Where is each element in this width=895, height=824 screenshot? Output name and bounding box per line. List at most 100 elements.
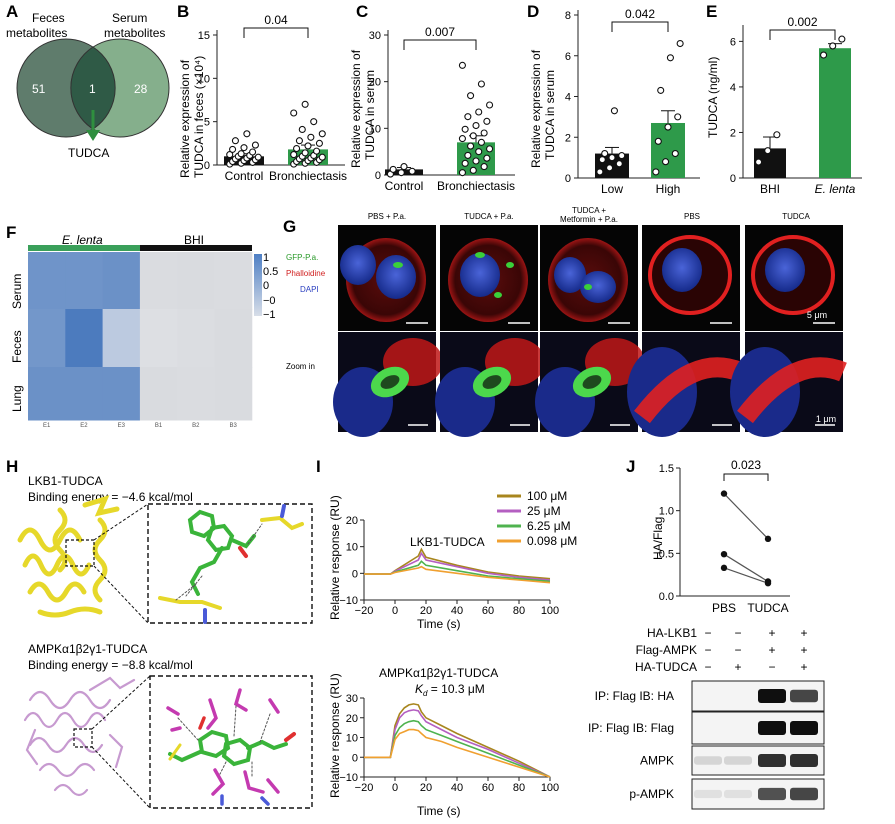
venn-right-label-1: Serum (112, 11, 147, 25)
heatmap-cell (28, 252, 66, 310)
significance-bracket (723, 473, 769, 481)
heatmap-group1-bar (28, 245, 140, 251)
y-tick-label: 20 (346, 515, 358, 527)
heatmap-scale-1: 1 (263, 252, 269, 264)
x-tick-label: 20 (420, 605, 432, 617)
y-tick-label: 0 (352, 752, 358, 764)
x-tick-label: 60 (482, 782, 494, 794)
venn-right-label-2: metabolites (104, 26, 165, 40)
data-point (240, 144, 248, 152)
y-tick-label: 15 (198, 30, 210, 42)
significance-bracket (243, 27, 309, 38)
data-point (664, 123, 672, 131)
data-point (298, 125, 306, 134)
paired-point (720, 550, 728, 558)
paired-line (723, 553, 769, 583)
nucleus (376, 255, 416, 299)
data-point (408, 167, 416, 175)
panel-g: G PBS + P.a. TUDCA + P.a. TUDCA + Metfor… (283, 206, 847, 437)
y-tick-label: 10 (346, 733, 358, 745)
heatmap-cell (65, 309, 104, 368)
zoom-bacterium-core (582, 375, 602, 389)
x-tick-label: 100 (541, 782, 559, 794)
bacterium (584, 284, 592, 290)
micro-legend-gfp: GFP-P.a. (286, 253, 318, 262)
x-tick-label: 20 (420, 782, 432, 794)
x-tick-label: −20 (355, 605, 374, 617)
data-point (606, 164, 614, 172)
panel-h: H LKB1-TUDCA Binding energy = −4.6 kcal/… (6, 457, 313, 809)
x-tick-label: PBS (712, 601, 736, 615)
y-tick-label: 4 (565, 92, 571, 104)
spr-top-ylabel: Relative response (RU) (328, 495, 342, 620)
heatmap-cell (65, 252, 104, 310)
data-point (480, 163, 488, 171)
x-tick-label: 60 (482, 605, 494, 617)
venn-overlap-count: 1 (89, 82, 96, 96)
y-tick-label: −10 (339, 772, 358, 784)
panel-i: I LKB1-TUDCA Relative response (RU) Time… (316, 457, 577, 818)
blot-label: p-AMPK (629, 787, 674, 801)
heatmap-col-label: B3 (229, 423, 237, 429)
data-point (307, 133, 315, 141)
data-point (464, 113, 472, 121)
paired-line (723, 567, 769, 584)
heatmap-group2-label: BHI (184, 233, 204, 247)
heatmap-colorbar (254, 254, 262, 316)
blot-band (724, 789, 752, 799)
heatmap-cell (102, 252, 141, 310)
x-tick-label: Control (385, 179, 424, 193)
lkb1-zoom-box (65, 539, 95, 567)
data-point (254, 153, 262, 161)
bacterium (506, 262, 514, 268)
spr-series-line (364, 709, 551, 778)
heatmap-cell (214, 367, 253, 421)
heatmap-row-lung: Lung (10, 385, 24, 412)
data-point (400, 163, 408, 171)
x-tick-label: BHI (760, 182, 780, 196)
treatment-mark: + (800, 643, 807, 657)
data-point (295, 137, 303, 145)
blot-band (758, 689, 786, 703)
nucleus (554, 257, 586, 293)
data-point (467, 142, 475, 150)
data-point (475, 148, 483, 156)
x-tick-label: 100 (541, 605, 559, 617)
y-tick-label: 20 (369, 77, 381, 89)
heatmap-cell (102, 367, 141, 421)
x-tick-label: Bronchiectasis (269, 169, 347, 183)
spr-top-title: LKB1-TUDCA (410, 535, 485, 549)
tudca-ligand-bottom (166, 688, 296, 806)
heatmap-col-label: B1 (155, 423, 163, 429)
panel-d-ylabel-1: Relative expression of (529, 49, 543, 168)
panel-c-ylabel-1: Relative expression of (349, 49, 363, 168)
panel-a-letter: A (6, 2, 18, 21)
y-tick-label: 1.5 (659, 463, 674, 475)
data-point (315, 139, 323, 147)
data-point (652, 168, 660, 176)
treatment-mark: − (704, 660, 711, 674)
data-point (773, 131, 781, 139)
spr-series-line (364, 565, 551, 584)
zoom-line-2 (93, 565, 149, 624)
y-tick-label: 6 (730, 36, 736, 48)
data-point (601, 150, 609, 158)
panel-d: D Relative expression of TUDCA in serum … (527, 2, 700, 196)
y-tick-label: 30 (369, 30, 381, 42)
x-tick-label: −20 (355, 782, 374, 794)
spr-bottom-title: AMPKα1β2γ1-TUDCA (379, 666, 498, 680)
docking-top-energy: Binding energy = −4.6 kcal/mol (28, 490, 193, 504)
micro-col-3a: TUDCA + (572, 206, 606, 215)
p-value: 0.04 (264, 13, 288, 27)
x-tick-label: Control (225, 169, 264, 183)
x-tick-label: Low (601, 182, 623, 196)
data-point (472, 121, 480, 130)
y-tick-label: 0 (352, 568, 358, 580)
spr-top-xlabel: Time (s) (417, 617, 461, 631)
micro-col-4: PBS (684, 212, 700, 221)
spr-series-line (364, 703, 551, 778)
data-point (249, 148, 257, 156)
data-point (251, 141, 259, 149)
data-point (666, 54, 674, 62)
treatment-row-label: HA-LKB1 (647, 626, 697, 640)
